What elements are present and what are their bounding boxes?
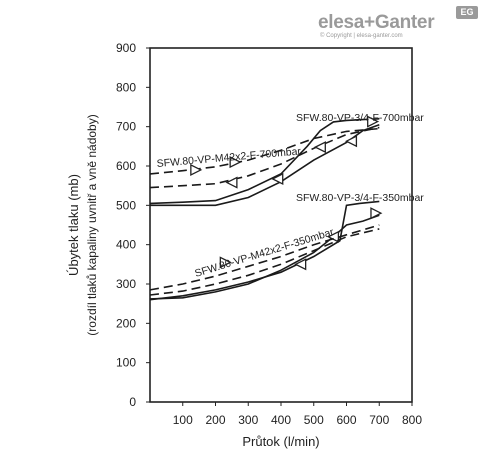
series-1-arrow (367, 115, 380, 128)
series-label: SFW.80-VP-M42x2-F-700mbar (156, 145, 302, 170)
y-axis-title: Úbytek tlaku (mb) (66, 174, 81, 276)
y-tick-label: 300 (116, 277, 136, 291)
series-1-arrow (344, 135, 358, 148)
x-tick-label: 800 (402, 413, 422, 427)
y-tick-label: 400 (116, 238, 136, 252)
series-4 (149, 224, 380, 296)
y-tick-label: 500 (116, 198, 136, 212)
plot-frame (149, 47, 413, 403)
series-4-arrow (294, 258, 307, 271)
y-axis-subtitle: (rozdíl tlaků kapaliny uvnitř a vně nádo… (85, 114, 99, 335)
series-1 (149, 115, 380, 207)
series-layer (149, 115, 383, 301)
series-label: SFW.80-VP-3/4-F-350mbar (296, 192, 424, 204)
x-tick-label: 100 (173, 413, 193, 427)
series-4-arrow (219, 256, 232, 269)
x-axis-title: Průtok (l/min) (242, 434, 319, 449)
y-tick-label: 100 (116, 356, 136, 370)
x-tick-label: 400 (271, 413, 291, 427)
series-3-arrow (370, 207, 383, 220)
series-2-return-line (149, 126, 380, 189)
logo-brand-text: elesa+Ganter (318, 12, 435, 33)
y-tick-label: 900 (116, 41, 136, 55)
series-2-arrow (229, 156, 242, 169)
logo-badge: EG (456, 6, 478, 19)
series-2 (149, 126, 380, 189)
series-2-arrow (313, 141, 326, 154)
x-tick-label: 300 (238, 413, 258, 427)
x-tick-label: 200 (205, 413, 225, 427)
y-tick-label: 600 (116, 159, 136, 173)
x-tick-label: 700 (369, 413, 389, 427)
x-tick-label: 500 (304, 413, 324, 427)
series-1-arrow (271, 172, 284, 186)
series-4-line (149, 224, 380, 291)
series-labels: SFW.80-VP-3/4-F-700mbar SFW.80-VP-M42x2-F… (156, 112, 424, 280)
series-1-line (149, 118, 380, 205)
x-tick-label: 600 (336, 413, 356, 427)
series-2-line (149, 127, 380, 175)
series-2-arrow (190, 163, 203, 176)
y-tick-label: 800 (116, 80, 136, 94)
logo-copyright: © Copyright | elesa-ganter.com (320, 33, 403, 39)
series-4-return-line (149, 228, 380, 296)
x-axis-ticks: 100 200 300 400 500 600 700 800 (173, 402, 422, 427)
series-label: SFW.80-VP-3/4-F-700mbar (296, 112, 424, 124)
series-3-return-line (149, 214, 380, 300)
elesa-ganter-logo: elesa+Ganter EG © Copyright | elesa-gant… (318, 6, 480, 40)
y-tick-label: 700 (116, 120, 136, 134)
y-axis-ticks: 0 100 200 300 400 500 600 700 800 900 (116, 41, 150, 409)
y-tick-label: 0 (129, 395, 136, 409)
series-2-arrow (225, 176, 238, 189)
y-tick-label: 200 (116, 316, 136, 330)
